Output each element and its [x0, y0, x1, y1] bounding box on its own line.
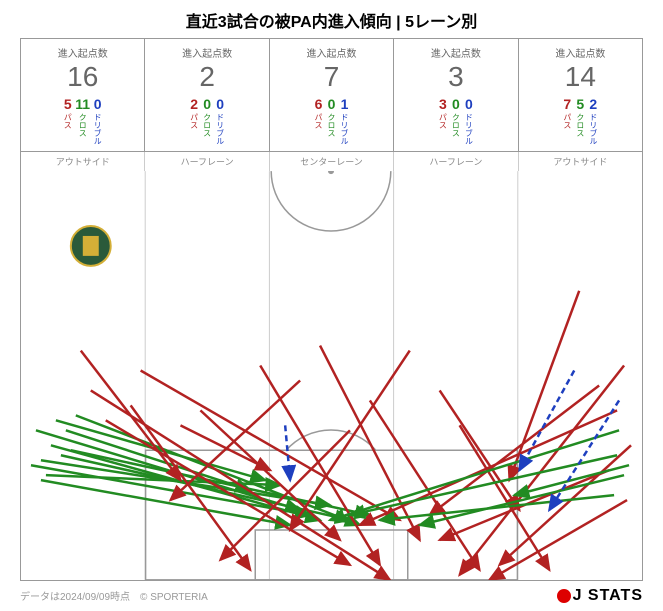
pass-count: 2 — [190, 97, 198, 111]
arrow-pass — [509, 291, 579, 480]
dribble-label: ドリブル — [463, 113, 474, 145]
cross-label: クロス — [450, 113, 461, 137]
footer-logo: J STATS — [557, 587, 643, 605]
pitch — [20, 171, 643, 581]
stat-label: 進入起点数 — [398, 45, 513, 60]
cross-count: 0 — [328, 97, 336, 111]
chart-title: 直近3試合の被PA内進入傾向 | 5レーン別 — [0, 0, 663, 38]
dribble-count: 0 — [216, 97, 224, 111]
cross-label: クロス — [575, 113, 586, 137]
pass-count: 5 — [64, 97, 72, 111]
stat-total: 3 — [398, 62, 513, 93]
cross-count: 0 — [203, 97, 211, 111]
lane-name: アウトサイド — [519, 152, 642, 171]
dribble-count: 0 — [465, 97, 473, 111]
lane-labels-row: アウトサイドハーフレーンセンターレーンハーフレーンアウトサイド — [20, 152, 643, 171]
arrow-pass — [290, 350, 410, 529]
lane-name: ハーフレーン — [394, 152, 518, 171]
pass-label: パス — [189, 113, 200, 129]
stat-breakdown: 3パス0クロス0ドリブル — [398, 97, 513, 145]
cross-label: クロス — [326, 113, 337, 137]
stat-total: 14 — [523, 62, 638, 93]
pass-count: 7 — [563, 97, 571, 111]
dribble-label: ドリブル — [339, 113, 350, 145]
footer-logo-text: J STATS — [573, 587, 643, 605]
pass-label: パス — [313, 113, 324, 129]
stats-row: 進入起点数165パス11クロス0ドリブル進入起点数22パス0クロス0ドリブル進入… — [20, 38, 643, 152]
stat-breakdown: 5 パス11 クロス 0 ドリブル — [25, 97, 140, 145]
lane-stat: 進入起点数 7 6 パス 0 クロス 1 ドリブル — [270, 39, 394, 151]
stat-label: 進入起点数 — [149, 45, 264, 60]
stat-label: 進入起点数 — [274, 45, 389, 60]
stat-breakdown: 2パス0クロス0ドリブル — [149, 97, 264, 145]
stat-total: 7 — [274, 62, 389, 93]
cross-label: クロス — [77, 113, 88, 137]
arrow-cross — [514, 465, 629, 495]
lane-name: ハーフレーン — [145, 152, 269, 171]
chart-container: 直近3試合の被PA内進入傾向 | 5レーン別 進入起点数165パス11クロス0ド… — [0, 0, 663, 611]
lane-name: センターレーン — [270, 152, 394, 171]
cross-label: クロス — [202, 113, 213, 137]
pass-count: 3 — [439, 97, 447, 111]
cross-count: 5 — [576, 97, 584, 111]
arrow-dribble — [519, 370, 574, 470]
pass-label: パス — [437, 113, 448, 129]
pass-count: 6 — [315, 97, 323, 111]
pass-label: パス — [562, 113, 573, 129]
arrow-pass — [106, 420, 350, 565]
stat-label: 進入起点数 — [523, 45, 638, 60]
dribble-count: 0 — [94, 97, 102, 111]
stat-total: 2 — [149, 62, 264, 93]
footer-credits: データは2024/09/09時点 © SPORTERIA — [20, 588, 208, 603]
stat-breakdown: 7 パス5 クロス2 ドリブル — [523, 97, 638, 145]
lane-name: アウトサイド — [21, 152, 145, 171]
j-league-icon — [557, 589, 571, 603]
pass-label: パス — [62, 113, 73, 129]
dribble-label: ドリブル — [215, 113, 226, 145]
stat-breakdown: 6 パス 0 クロス 1 ドリブル — [274, 97, 389, 145]
lane-stat: 進入起点数22パス0クロス0ドリブル — [145, 39, 269, 151]
dribble-label: ドリブル — [92, 113, 103, 145]
cross-count: 11 — [75, 97, 90, 111]
cross-count: 0 — [452, 97, 460, 111]
lane-stat: 進入起点数33パス0クロス0ドリブル — [394, 39, 518, 151]
lane-stat: 進入起点数 16 5 パス11 クロス 0 ドリブル — [21, 39, 145, 151]
stat-label: 進入起点数 — [25, 45, 140, 60]
dribble-count: 1 — [341, 97, 349, 111]
arrow-dribble — [285, 425, 290, 480]
dribble-count: 2 — [589, 97, 597, 111]
arrow-cross — [71, 450, 370, 515]
lane-stat: 進入起点数 14 7 パス5 クロス2 ドリブル — [519, 39, 642, 151]
stat-total: 16 — [25, 62, 140, 93]
dribble-label: ドリブル — [588, 113, 599, 145]
footer: データは2024/09/09時点 © SPORTERIA J STATS — [0, 581, 663, 605]
